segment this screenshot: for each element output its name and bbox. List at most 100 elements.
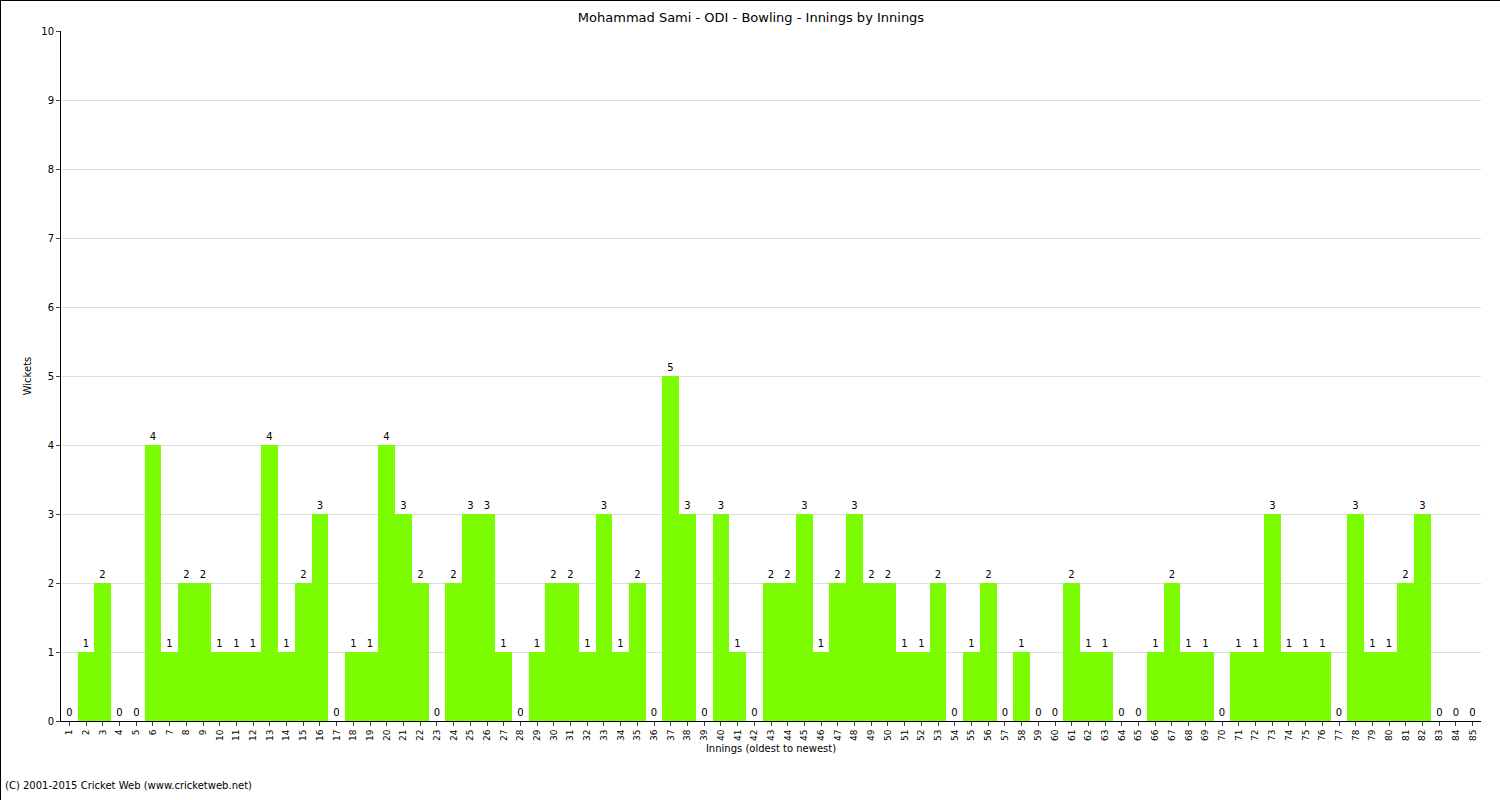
svg-text:1: 1 xyxy=(1302,638,1308,649)
svg-text:54: 54 xyxy=(950,729,960,741)
svg-text:57: 57 xyxy=(1000,730,1010,741)
svg-text:72: 72 xyxy=(1250,730,1260,741)
svg-text:2: 2 xyxy=(300,569,306,580)
svg-text:0: 0 xyxy=(48,716,54,727)
svg-text:2: 2 xyxy=(99,569,105,580)
svg-text:21: 21 xyxy=(398,730,408,741)
svg-text:3: 3 xyxy=(1419,500,1425,511)
svg-text:2: 2 xyxy=(868,569,874,580)
svg-text:1: 1 xyxy=(500,638,506,649)
svg-text:2: 2 xyxy=(1169,569,1175,580)
svg-text:4: 4 xyxy=(114,729,124,735)
svg-text:45: 45 xyxy=(799,730,809,741)
svg-text:16: 16 xyxy=(315,729,325,741)
svg-text:2: 2 xyxy=(200,569,206,580)
svg-text:0: 0 xyxy=(66,707,72,718)
svg-text:47: 47 xyxy=(833,730,843,741)
svg-text:33: 33 xyxy=(599,730,609,741)
svg-text:2: 2 xyxy=(1402,569,1408,580)
svg-text:3: 3 xyxy=(48,509,54,520)
svg-text:81: 81 xyxy=(1401,730,1411,741)
svg-text:59: 59 xyxy=(1033,729,1043,741)
svg-text:2: 2 xyxy=(417,569,423,580)
svg-text:0: 0 xyxy=(1035,707,1041,718)
svg-text:1: 1 xyxy=(1202,638,1208,649)
svg-text:1: 1 xyxy=(1386,638,1392,649)
svg-text:3: 3 xyxy=(801,500,807,511)
svg-text:2: 2 xyxy=(48,578,54,589)
svg-text:32: 32 xyxy=(582,730,592,741)
svg-text:0: 0 xyxy=(133,707,139,718)
svg-text:13: 13 xyxy=(265,730,275,741)
svg-text:78: 78 xyxy=(1351,729,1361,741)
svg-text:28: 28 xyxy=(515,729,525,741)
svg-text:1: 1 xyxy=(968,638,974,649)
svg-text:0: 0 xyxy=(434,707,440,718)
svg-text:73: 73 xyxy=(1267,730,1277,741)
svg-text:35: 35 xyxy=(632,730,642,741)
svg-text:1: 1 xyxy=(283,638,289,649)
svg-text:3: 3 xyxy=(400,500,406,511)
svg-text:40: 40 xyxy=(716,729,726,741)
svg-text:2: 2 xyxy=(634,569,640,580)
svg-text:3: 3 xyxy=(684,500,690,511)
svg-text:46: 46 xyxy=(816,729,826,741)
svg-text:84: 84 xyxy=(1451,729,1461,741)
svg-text:0: 0 xyxy=(116,707,122,718)
svg-text:0: 0 xyxy=(1118,707,1124,718)
svg-text:(C) 2001-2015 Cricket Web (www: (C) 2001-2015 Cricket Web (www.cricketwe… xyxy=(5,780,252,791)
svg-text:76: 76 xyxy=(1317,729,1327,741)
svg-text:6: 6 xyxy=(148,729,158,735)
svg-text:80: 80 xyxy=(1384,729,1394,741)
svg-text:2: 2 xyxy=(768,569,774,580)
svg-text:4: 4 xyxy=(48,440,54,451)
svg-text:25: 25 xyxy=(465,730,475,741)
svg-text:9: 9 xyxy=(198,729,208,735)
svg-text:2: 2 xyxy=(935,569,941,580)
svg-text:0: 0 xyxy=(1052,707,1058,718)
svg-text:0: 0 xyxy=(1453,707,1459,718)
svg-text:0: 0 xyxy=(751,707,757,718)
svg-text:1: 1 xyxy=(617,638,623,649)
svg-text:60: 60 xyxy=(1050,729,1060,741)
svg-text:1: 1 xyxy=(818,638,824,649)
svg-text:12: 12 xyxy=(248,730,258,741)
svg-text:2: 2 xyxy=(81,730,91,736)
svg-text:22: 22 xyxy=(415,730,425,741)
svg-text:19: 19 xyxy=(365,729,375,741)
svg-text:1: 1 xyxy=(1319,638,1325,649)
svg-text:5: 5 xyxy=(48,371,54,382)
svg-text:Wickets: Wickets xyxy=(22,357,33,396)
svg-text:3: 3 xyxy=(1352,500,1358,511)
svg-text:1: 1 xyxy=(216,638,222,649)
svg-text:3: 3 xyxy=(1269,500,1275,511)
svg-text:2: 2 xyxy=(834,569,840,580)
svg-text:1: 1 xyxy=(1252,638,1258,649)
svg-text:71: 71 xyxy=(1234,730,1244,741)
svg-text:1: 1 xyxy=(166,638,172,649)
svg-text:41: 41 xyxy=(733,730,743,741)
svg-text:69: 69 xyxy=(1200,729,1210,741)
svg-text:3: 3 xyxy=(467,500,473,511)
svg-text:0: 0 xyxy=(951,707,957,718)
svg-text:1: 1 xyxy=(64,730,74,736)
svg-text:4: 4 xyxy=(383,431,389,442)
svg-text:64: 64 xyxy=(1117,729,1127,741)
svg-text:37: 37 xyxy=(666,730,676,741)
svg-text:1: 1 xyxy=(250,638,256,649)
svg-text:0: 0 xyxy=(1219,707,1225,718)
svg-text:1: 1 xyxy=(734,638,740,649)
svg-text:11: 11 xyxy=(231,730,241,741)
svg-text:1: 1 xyxy=(1152,638,1158,649)
svg-text:8: 8 xyxy=(48,164,54,175)
svg-text:Mohammad Sami - ODI - Bowling: Mohammad Sami - ODI - Bowling - Innings … xyxy=(578,10,925,25)
svg-text:36: 36 xyxy=(649,729,659,741)
svg-text:7: 7 xyxy=(48,233,54,244)
svg-text:38: 38 xyxy=(682,729,692,741)
svg-text:68: 68 xyxy=(1184,729,1194,741)
svg-text:66: 66 xyxy=(1150,729,1160,741)
svg-text:0: 0 xyxy=(651,707,657,718)
svg-text:0: 0 xyxy=(1469,707,1475,718)
svg-text:1: 1 xyxy=(584,638,590,649)
svg-text:83: 83 xyxy=(1434,730,1444,741)
